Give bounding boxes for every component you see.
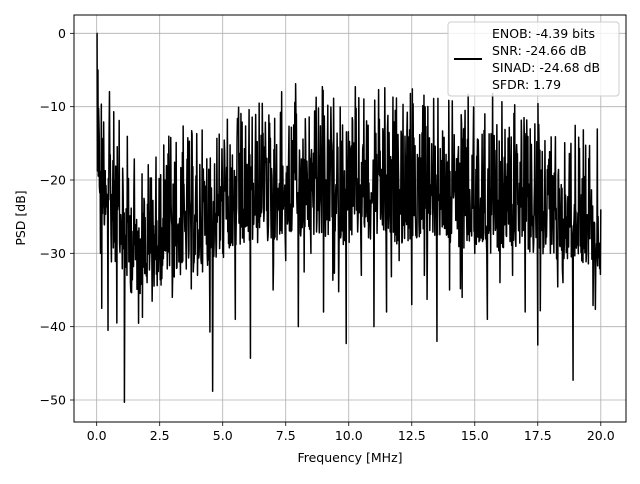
x-tick-label: 10.0 [335,428,363,443]
x-tick-label: 17.5 [524,428,552,443]
legend-box [447,21,620,97]
legend-entry-enob: ENOB: -4.39 bits [492,26,595,41]
y-tick-label: −50 [40,393,66,408]
legend: ENOB: -4.39 bits SNR: -24.66 dB SINAD: -… [447,21,620,97]
x-tick-label: 0.0 [87,428,107,443]
y-tick-label: −30 [40,246,66,261]
y-axis-label: PSD [dB] [13,190,28,245]
legend-entry-sinad: SINAD: -24.68 dB [492,60,600,75]
data-layer [96,32,602,403]
y-tick-label: −10 [40,99,66,114]
legend-entry-snr: SNR: -24.66 dB [492,43,587,58]
x-tick-label: 15.0 [461,428,489,443]
legend-entry-sfdr: SFDR: 1.79 [492,77,561,92]
y-axis-ticks: 0 −10 −20 −30 −40 −50 [40,26,74,408]
y-tick-label: −20 [40,173,66,188]
y-tick-label: 0 [58,26,66,41]
x-axis-label: Frequency [MHz] [297,450,402,465]
x-tick-label: 20.0 [587,428,615,443]
x-tick-label: 7.5 [276,428,296,443]
plot-frame [73,14,627,423]
x-tick-label: 12.5 [398,428,426,443]
x-axis-ticks: 0.0 2.5 5.0 7.5 10.0 12.5 15.0 17.5 20.0 [87,422,615,443]
psd-series-line [96,32,602,403]
y-tick-label: −40 [40,319,66,334]
x-tick-label: 5.0 [213,428,233,443]
x-tick-label: 2.5 [150,428,170,443]
